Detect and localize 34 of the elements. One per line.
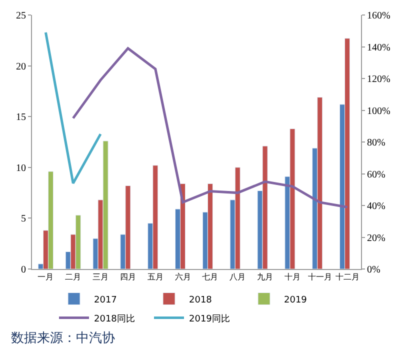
y2-tick-label: 20% xyxy=(367,232,386,244)
x-tick-label: 十一月 xyxy=(308,272,332,282)
y2-tick-label: 100% xyxy=(367,106,390,117)
legend-label: 2019 xyxy=(284,295,308,306)
y-tick-label: 15 xyxy=(16,112,26,124)
y2-tick-label: 40% xyxy=(367,201,386,212)
y2-tick-label: 0% xyxy=(367,264,380,276)
x-tick-label: 十二月 xyxy=(335,272,360,282)
y-tick-label: 10 xyxy=(16,162,26,174)
legend-label: 2017 xyxy=(94,295,117,306)
y2-tick-label: 60% xyxy=(367,169,386,180)
y-tick-label: 5 xyxy=(21,214,26,225)
x-tick-label: 四月 xyxy=(120,272,136,282)
x-tick-label: 三月 xyxy=(92,272,109,282)
x-tick-label: 十月 xyxy=(284,272,300,282)
x-tick-label: 二月 xyxy=(65,272,82,282)
y-tick-label: 20 xyxy=(16,61,26,72)
legend-label: 2018 xyxy=(189,295,212,306)
x-tick-label: 六月 xyxy=(174,272,191,282)
legend-label: 2018同比 xyxy=(94,313,135,324)
y-tick-label: 0 xyxy=(21,264,26,276)
y2-tick-label: 80% xyxy=(367,138,386,148)
x-tick-label: 一月 xyxy=(38,272,54,282)
x-tick-label: 九月 xyxy=(257,272,274,282)
x-tick-label: 八月 xyxy=(230,272,246,282)
y2-tick-label: 160% xyxy=(367,10,390,22)
legend-label: 2019同比 xyxy=(189,313,230,324)
source-note: 数据来源：中汽协 xyxy=(11,331,115,346)
y2-tick-label: 140% xyxy=(367,42,390,54)
line-series xyxy=(72,47,349,208)
x-tick-label: 五月 xyxy=(147,272,164,282)
y-tick-label: 25 xyxy=(16,10,26,22)
x-tick-label: 七月 xyxy=(202,272,218,282)
y2-tick-label: 120% xyxy=(367,74,390,85)
